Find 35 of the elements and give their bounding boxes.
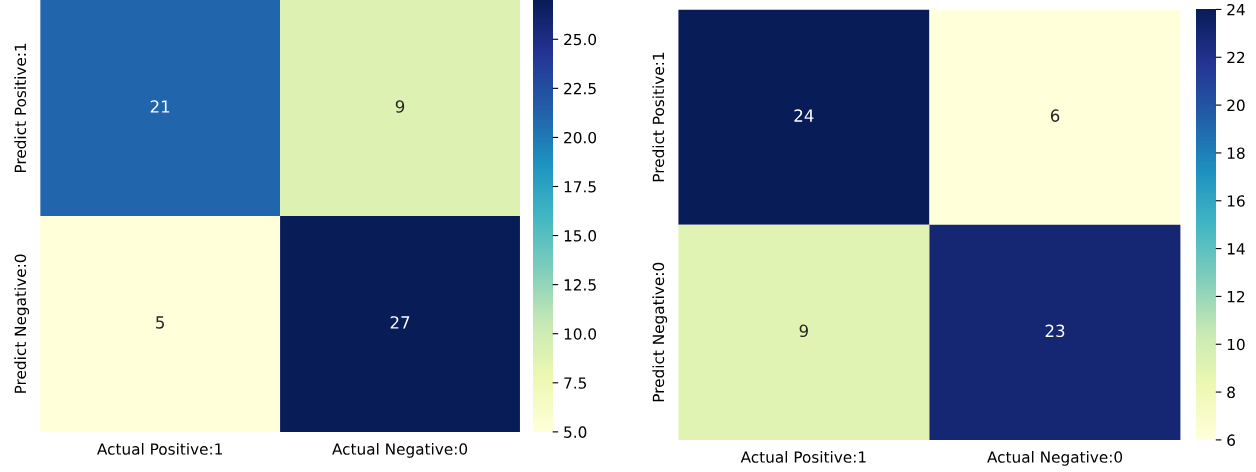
color-bar-label: 7.5	[564, 377, 587, 389]
color-bar-label: 16	[1227, 195, 1245, 207]
data-label: 5	[156, 316, 164, 329]
x-tick-label: Actual Negative:0	[987, 451, 1123, 466]
color-bar-label: 15.0	[564, 230, 597, 242]
data-label: 23	[1045, 324, 1065, 338]
color-bar-label: 24	[1227, 3, 1245, 16]
color-bar-label: 14	[1227, 243, 1245, 255]
x-tick-label: Actual Positive:1	[740, 451, 866, 463]
y-tick-label: Predict Positive:1	[652, 52, 665, 182]
color-bar-label: 12.5	[564, 279, 596, 291]
color-bar-label: 10	[1227, 338, 1245, 351]
x-tick-label: Actual Negative:0	[332, 442, 468, 458]
y-tick-label: Predict Negative:0	[14, 254, 30, 393]
y-tick-label: Predict Positive:1	[14, 43, 27, 173]
color-bar-label: 8	[1227, 386, 1235, 399]
color-bar-label: 22.5	[564, 82, 596, 95]
data-label: 27	[390, 316, 410, 329]
color-bar-label: 17.5	[564, 181, 596, 193]
x-tick-label: Actual Positive:1	[97, 442, 222, 455]
color-bar-label: 10.0	[564, 328, 597, 340]
data-label: 6	[1050, 109, 1060, 122]
data-label: 9	[799, 324, 808, 338]
color-bar-label: 12	[1227, 290, 1245, 303]
color-bar-label: 25.0	[564, 33, 597, 46]
data-label: 9	[395, 100, 405, 113]
color-bar-label: 5.0	[564, 426, 587, 438]
y-tick-label: Predict Negative:0	[652, 262, 668, 402]
color-bar-label: 20	[1227, 99, 1245, 112]
color-bar-label: 22	[1227, 51, 1245, 64]
color-bar-label: 6	[1227, 434, 1235, 446]
color-bar-label: 20.0	[564, 131, 597, 144]
data-label: 24	[794, 109, 814, 122]
data-label: 21	[150, 100, 170, 113]
color-bar-label: 18	[1227, 147, 1245, 159]
